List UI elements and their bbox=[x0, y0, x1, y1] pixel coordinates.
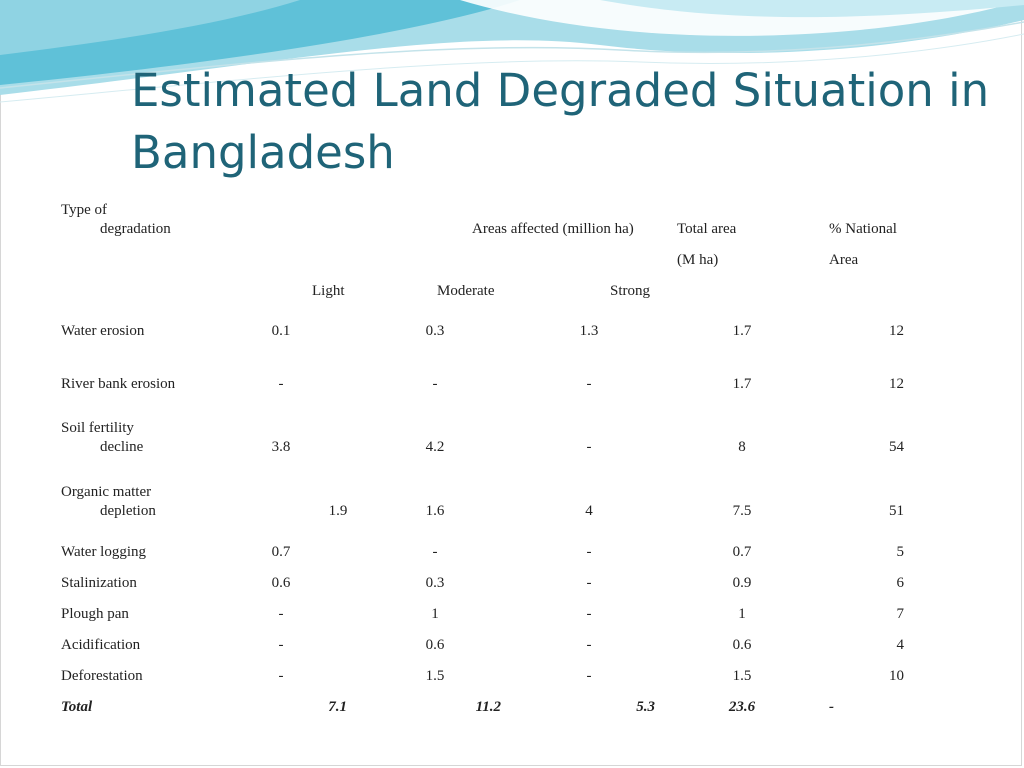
cell-total: 8 bbox=[738, 439, 746, 455]
cell-light: - bbox=[278, 637, 284, 653]
cell-moderate: 0.3 bbox=[425, 575, 445, 591]
cell-total: 0.7 bbox=[732, 544, 752, 560]
cell-strong: - bbox=[586, 606, 592, 622]
total-light: 7.1 bbox=[328, 699, 347, 715]
cell-pct: 4 bbox=[896, 637, 905, 653]
row-label: River bank erosion bbox=[61, 376, 176, 392]
cell-pct: 5 bbox=[896, 544, 905, 560]
cell-strong: - bbox=[586, 637, 592, 653]
total-total: 23.6 bbox=[728, 699, 756, 715]
header-type-line2: degradation bbox=[100, 221, 171, 237]
cell-total: 1.7 bbox=[732, 376, 752, 392]
row-label: Soil fertility bbox=[61, 420, 134, 436]
cell-moderate: 1 bbox=[431, 606, 439, 622]
cell-light: - bbox=[278, 668, 284, 684]
header-moderate: Moderate bbox=[437, 283, 495, 299]
header-strong: Strong bbox=[610, 283, 651, 299]
cell-total: 1.7 bbox=[732, 323, 752, 339]
cell-total: 1.5 bbox=[732, 668, 752, 684]
cell-pct: 12 bbox=[889, 376, 904, 392]
title-line-2: Bangladesh bbox=[131, 126, 395, 179]
cell-light: - bbox=[278, 606, 284, 622]
cell-pct: 51 bbox=[889, 503, 904, 519]
row-label: Water erosion bbox=[61, 323, 145, 339]
cell-light: 3.8 bbox=[271, 439, 291, 455]
slide-title: Estimated Land Degraded Situation in Ban… bbox=[131, 60, 1011, 184]
cell-light: - bbox=[278, 376, 284, 392]
wave-decoration bbox=[0, 0, 1024, 103]
cell-light: 0.7 bbox=[271, 544, 291, 560]
cell-moderate: - bbox=[432, 544, 438, 560]
cell-light: 1.9 bbox=[328, 503, 348, 519]
header-total-area-line2: (M ha) bbox=[677, 252, 719, 268]
cell-light: 0.6 bbox=[271, 575, 291, 591]
cell-pct: 12 bbox=[889, 323, 904, 339]
cell-total: 0.6 bbox=[732, 637, 752, 653]
header-national-line1: % National bbox=[829, 221, 897, 237]
cell-total: 7.5 bbox=[732, 503, 752, 519]
header-areas-affected: Areas affected (million ha) bbox=[472, 221, 634, 237]
row-label: Acidification bbox=[61, 637, 141, 653]
cell-pct: 54 bbox=[889, 439, 904, 455]
header-national-line2: Area bbox=[829, 252, 859, 268]
cell-strong: - bbox=[586, 575, 592, 591]
cell-moderate: 4.2 bbox=[425, 439, 445, 455]
total-strong: 5.3 bbox=[636, 699, 655, 715]
cell-pct: 7 bbox=[896, 606, 905, 622]
cell-moderate: 1.5 bbox=[425, 668, 445, 684]
cell-moderate: 0.3 bbox=[425, 323, 445, 339]
cell-light: 0.1 bbox=[271, 323, 291, 339]
cell-strong: 1.3 bbox=[579, 323, 599, 339]
cell-strong: 4 bbox=[585, 503, 593, 519]
row-label-line2: decline bbox=[100, 439, 144, 455]
cell-total: 1 bbox=[738, 606, 746, 622]
total-moderate: 11.2 bbox=[475, 699, 501, 715]
header-total-area-line1: Total area bbox=[677, 221, 737, 237]
cell-strong: - bbox=[586, 544, 592, 560]
cell-moderate: - bbox=[432, 376, 438, 392]
cell-strong: - bbox=[586, 668, 592, 684]
row-label-line2: depletion bbox=[100, 503, 156, 519]
cell-moderate: 0.6 bbox=[425, 637, 445, 653]
cell-pct: 10 bbox=[889, 668, 904, 684]
header-light: Light bbox=[312, 283, 345, 299]
header-type-line1: Type of bbox=[61, 202, 108, 218]
cell-total: 0.9 bbox=[732, 575, 752, 591]
row-label: Deforestation bbox=[61, 668, 143, 684]
row-label: Water logging bbox=[61, 544, 147, 560]
cell-pct: 6 bbox=[896, 575, 905, 591]
row-label: Organic matter bbox=[61, 484, 152, 500]
cell-strong: - bbox=[586, 439, 592, 455]
total-pct: - bbox=[829, 699, 834, 715]
cell-moderate: 1.6 bbox=[425, 503, 445, 519]
title-line-1: Estimated Land Degraded Situation in bbox=[131, 64, 990, 117]
total-label: Total bbox=[61, 699, 93, 715]
row-label: Plough pan bbox=[61, 606, 129, 622]
row-label: Stalinization bbox=[61, 575, 137, 591]
cell-strong: - bbox=[586, 376, 592, 392]
